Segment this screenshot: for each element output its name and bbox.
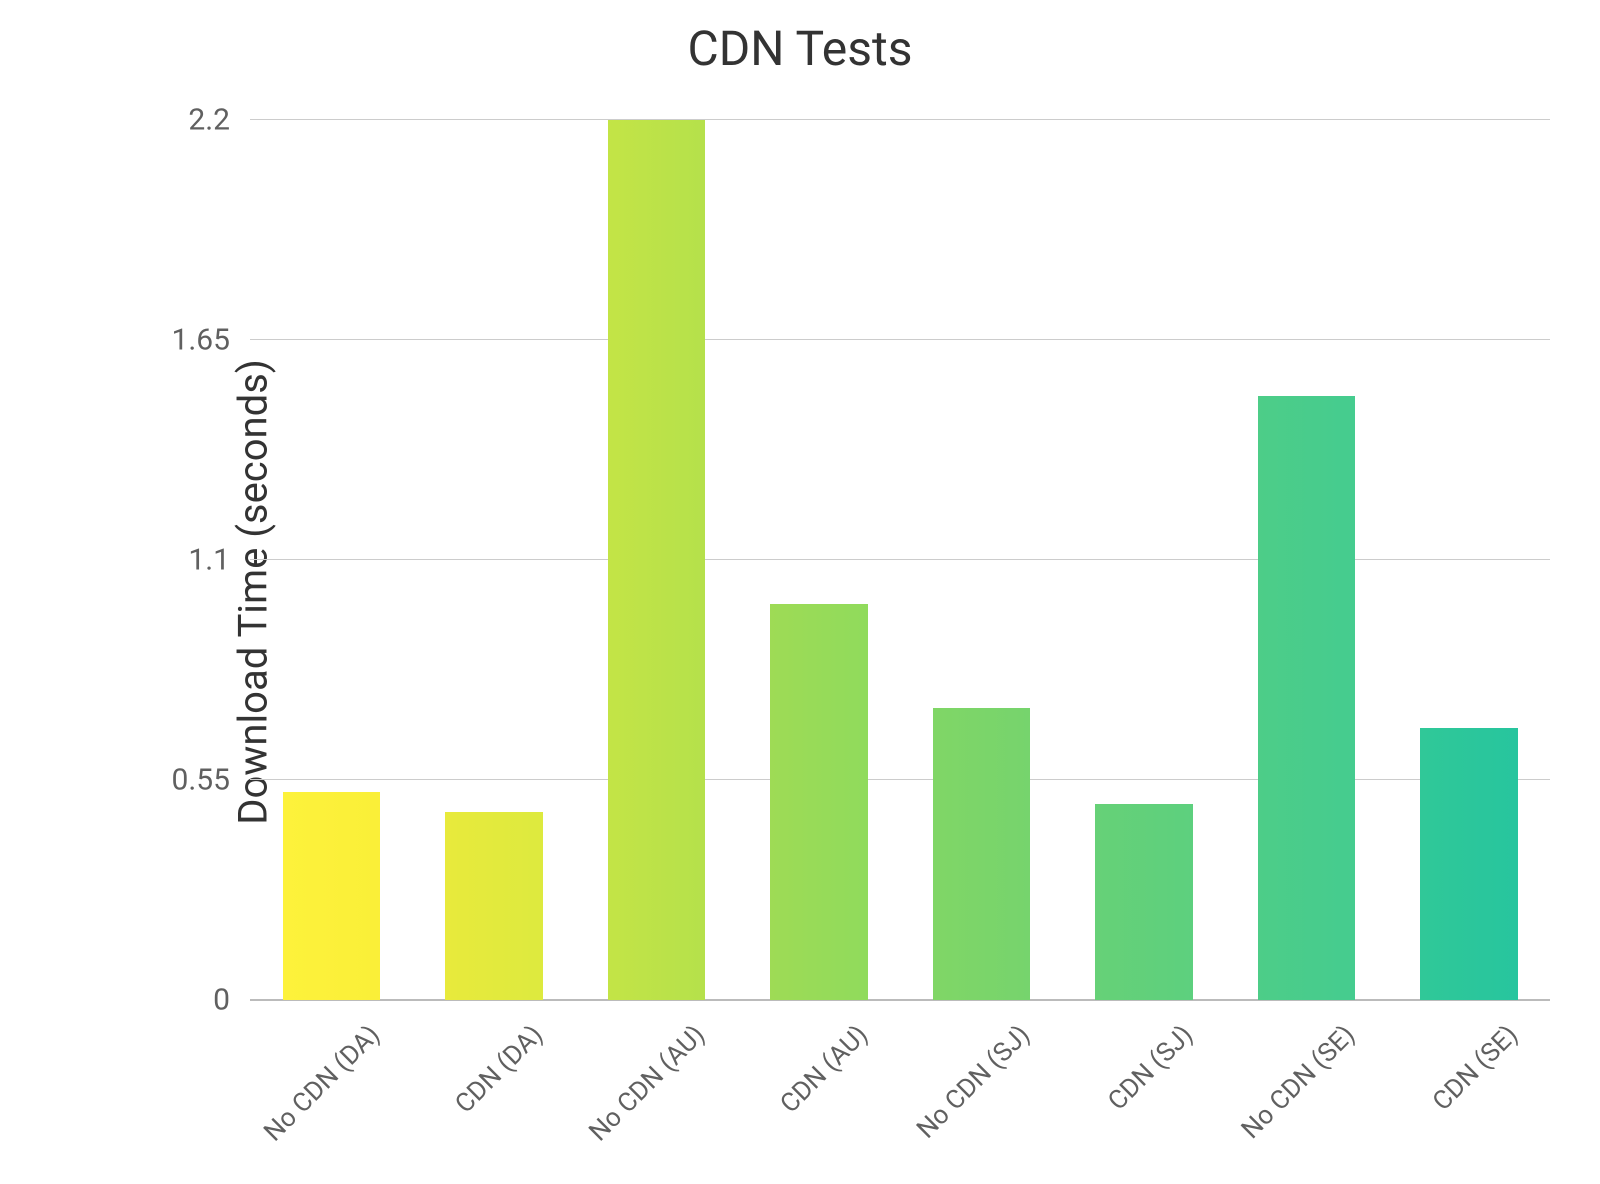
cdn-tests-chart: CDN Tests Download Time (seconds) 00.551… (0, 0, 1600, 1184)
grid-line (250, 779, 1550, 780)
chart-title: CDN Tests (0, 20, 1600, 77)
x-tick-label: No CDN (SJ) (892, 1000, 1037, 1145)
x-tick-label: CDN (SE) (1407, 1000, 1524, 1117)
bar (1420, 728, 1518, 1000)
y-tick-label: 1.65 (172, 323, 231, 358)
y-tick-label: 0 (213, 983, 230, 1018)
y-tick-label: 0.55 (172, 763, 231, 798)
x-tick-label: CDN (AU) (755, 1000, 874, 1119)
bar (770, 604, 868, 1000)
bar (933, 708, 1031, 1000)
grid-line (250, 119, 1550, 120)
y-tick-label: 1.1 (188, 543, 230, 578)
plot-area: 00.551.11.652.2No CDN (DA)CDN (DA)No CDN… (250, 120, 1550, 1000)
x-tick-label: CDN (SJ) (1082, 1000, 1198, 1116)
bar (445, 812, 543, 1000)
bar (1095, 804, 1193, 1000)
x-tick-label: No CDN (AU) (564, 1000, 711, 1147)
bar (1258, 396, 1356, 1000)
x-tick-label: No CDN (SE) (1216, 1000, 1361, 1145)
x-tick-label: CDN (DA) (429, 1000, 548, 1119)
bar (608, 120, 706, 1000)
grid-line (250, 339, 1550, 340)
grid-line (250, 559, 1550, 560)
y-tick-label: 2.2 (188, 103, 230, 138)
bar (283, 792, 381, 1000)
x-tick-label: No CDN (DA) (239, 1000, 386, 1147)
